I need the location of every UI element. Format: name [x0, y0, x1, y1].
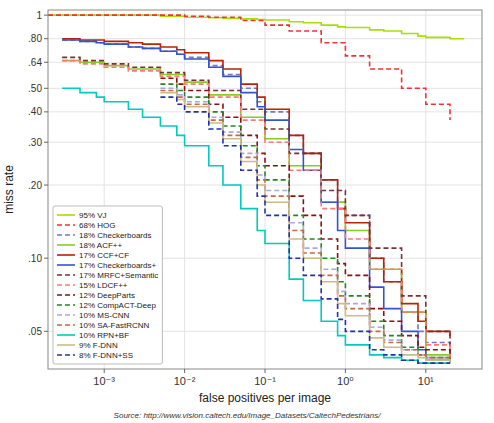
y-tick	[44, 62, 48, 63]
legend-swatch	[57, 264, 75, 266]
series-line	[62, 40, 450, 355]
legend-swatch	[57, 224, 75, 226]
legend-label: 17% CCF+CF	[79, 251, 129, 260]
x-tick	[425, 369, 426, 373]
x-tick-label: 10⁰	[337, 375, 354, 387]
legend-label: 17% MRFC+Semantic	[79, 271, 158, 280]
series-line	[62, 39, 450, 336]
series-line	[160, 78, 450, 355]
legend-swatch	[57, 234, 75, 236]
y-tick	[44, 38, 48, 39]
plot-frame	[48, 10, 482, 369]
series-line	[48, 15, 464, 39]
x-tick-label: 10⁻²	[174, 375, 196, 387]
y-tick-label: .80	[28, 33, 42, 44]
y-tick	[44, 258, 48, 259]
legend-label: 8% F-DNN+SS	[79, 351, 133, 360]
chart: 10⁻³ 10⁻² 10⁻¹ 10⁰ 10¹ .05 .10 .20 .30 .40 .50 .64.…	[0, 0, 494, 423]
grid-line	[48, 38, 482, 39]
legend-label: 9% F-DNN	[79, 341, 118, 350]
legend-label: 15% LDCF++	[79, 281, 128, 290]
x-tick	[265, 369, 266, 373]
legend-label: 68% HOG	[79, 221, 115, 230]
legend-label: 95% VJ	[79, 211, 107, 220]
grid-line	[48, 62, 482, 63]
legend-swatch	[57, 354, 75, 356]
y-axis-label: miss rate	[2, 165, 16, 214]
y-tick-label: 1	[36, 10, 42, 21]
y-tick-label: .64	[28, 57, 42, 68]
y-tick	[44, 15, 48, 16]
legend-swatch	[57, 284, 75, 286]
y-tick	[44, 88, 48, 89]
legend-swatch	[57, 304, 75, 306]
x-tick	[345, 369, 346, 373]
x-tick	[104, 369, 105, 373]
series-line	[160, 90, 450, 360]
source-note: Source: http://www.vision.caltech.edu/Im…	[114, 411, 382, 420]
x-tick	[184, 369, 185, 373]
legend-box	[53, 206, 162, 364]
legend-swatch	[57, 314, 75, 316]
series-group	[48, 15, 464, 363]
y-tick-label: .05	[28, 326, 42, 337]
legend-swatch	[57, 294, 75, 296]
series-line	[160, 84, 450, 360]
series-line	[62, 40, 450, 363]
series-line	[160, 93, 450, 364]
legend-label: 10% MS-CNN	[79, 311, 129, 320]
legend-label: 12% DeepParts	[79, 291, 135, 300]
x-tick-label: 10¹	[418, 375, 434, 387]
legend: 95% VJ68% HOG18% Checkerboards18% ACF++1…	[53, 206, 162, 364]
legend-label: 18% Checkerboards	[79, 231, 151, 240]
grid-line	[184, 10, 185, 369]
legend-swatch	[57, 324, 75, 326]
legend-swatch	[57, 334, 75, 336]
x-tick-label: 10⁻³	[93, 375, 115, 387]
legend-swatch	[57, 344, 75, 346]
legend-swatch	[57, 274, 75, 276]
legend-swatch	[57, 254, 75, 256]
legend-label: 17% Checkerboards+	[79, 261, 156, 270]
y-tick-label: .50	[28, 83, 42, 94]
legend-label: 18% ACF++	[79, 241, 122, 250]
y-tick-label: .20	[28, 180, 42, 191]
series-line	[160, 97, 450, 363]
x-tick-label: 10⁻¹	[254, 375, 276, 387]
legend-swatch	[57, 244, 75, 246]
grid	[48, 10, 482, 369]
y-tick	[44, 331, 48, 332]
x-axis-label: false positives per image	[199, 391, 331, 405]
y-tick-label: .40	[28, 106, 42, 117]
plot-area	[48, 10, 482, 369]
y-tick	[44, 142, 48, 143]
axes: 10⁻³ 10⁻² 10⁻¹ 10⁰ 10¹ .05 .10 .20 .30 .40 .50 .64.…	[28, 10, 434, 387]
y-tick-label: .30	[28, 137, 42, 148]
y-tick	[44, 185, 48, 186]
y-tick-label: .10	[28, 253, 42, 264]
legend-label: 10% RPN+BF	[79, 331, 129, 340]
legend-label: 10% SA-FastRCNN	[79, 321, 149, 330]
y-tick	[44, 111, 48, 112]
series-line	[160, 88, 450, 360]
legend-label: 12% CompACT-Deep	[79, 301, 156, 310]
legend-swatch	[57, 214, 75, 216]
